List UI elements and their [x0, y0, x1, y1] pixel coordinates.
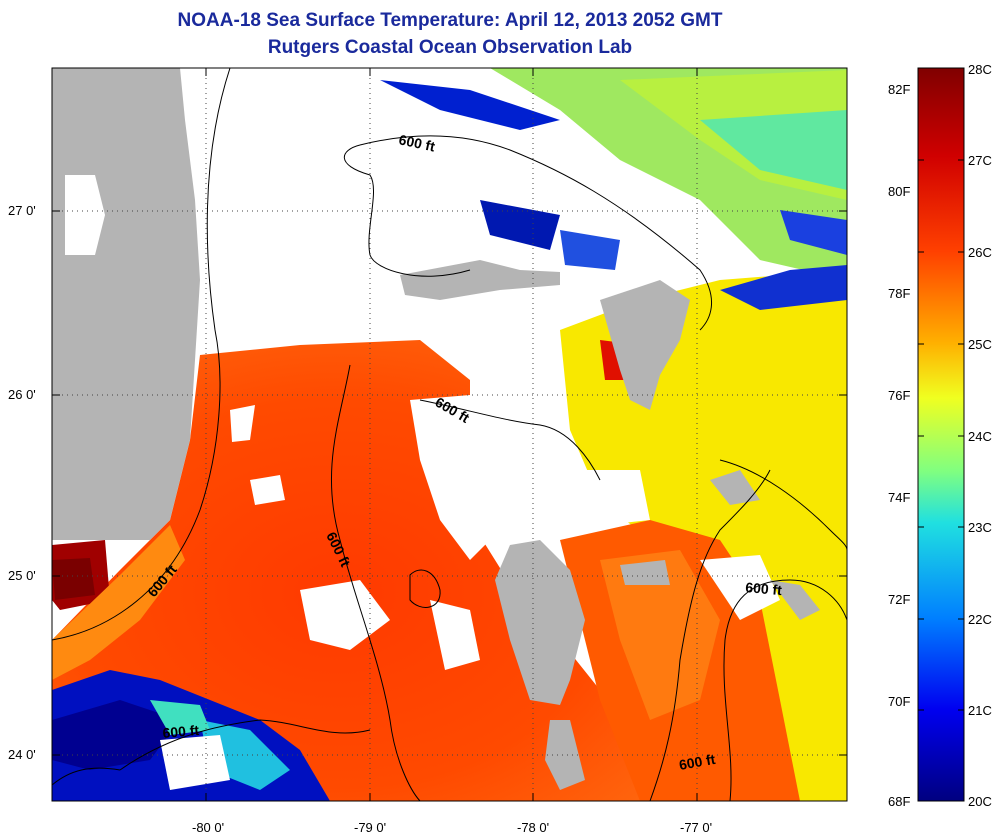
colorbar-ticks: [918, 159, 964, 711]
lat-tick-label: 27 0': [8, 203, 36, 218]
lat-tick-label: 26 0': [8, 387, 36, 402]
contour-label: 600 ft: [162, 722, 200, 741]
map-subtitle: Rutgers Coastal Ocean Observation Lab: [267, 37, 633, 58]
colorbar-fahrenheit-label: 74F: [888, 490, 911, 505]
colorbar-celsius-label: 20C: [968, 794, 992, 809]
contour-labels: 600 ft 600 ft 600 ft 600 ft 600 ft 600 f…: [144, 131, 783, 773]
colorbar-celsius-label: 26C: [968, 245, 992, 260]
colorbar-fahrenheit-label: 76F: [888, 388, 911, 403]
colorbar-celsius-label: 25C: [968, 337, 992, 352]
map-frame: [51, 67, 848, 802]
lat-tick-label: 24 0': [8, 747, 36, 762]
map-title: NOAA-18 Sea Surface Temperature: April 1…: [177, 10, 723, 31]
colorbar-fahrenheit-label: 82F: [888, 82, 911, 97]
colorbar-celsius-label: 21C: [968, 703, 992, 718]
cloud-mask: [140, 395, 780, 790]
colorbar-celsius-label: 22C: [968, 612, 992, 627]
colorbar-fahrenheit-label: 78F: [888, 286, 911, 301]
colorbar-fahrenheit-label: 68F: [888, 794, 911, 809]
colorbar-fahrenheit-label: 80F: [888, 184, 911, 199]
lon-tick-label: -78 0': [517, 820, 550, 835]
axis-ticks: [52, 68, 847, 801]
lon-tick-label: -79 0': [354, 820, 387, 835]
colorbar-fahrenheit-label: 70F: [888, 694, 911, 709]
colorbar-celsius-label: 28C: [968, 62, 992, 77]
lat-tick-label: 25 0': [8, 568, 36, 583]
contour-label: 600 ft: [678, 751, 717, 773]
depth-contours: [52, 68, 847, 801]
land-bahamas: [400, 260, 820, 790]
lon-tick-label: -77 0': [680, 820, 713, 835]
colorbar-celsius-label: 27C: [968, 153, 992, 168]
colorbar-celsius-label: 23C: [968, 520, 992, 535]
contour-label: 600 ft: [745, 579, 783, 598]
colorbar-celsius-label: 24C: [968, 429, 992, 444]
lon-tick-label: -80 0': [192, 820, 225, 835]
colorbar-fahrenheit-label: 72F: [888, 592, 911, 607]
colorbar: [917, 67, 965, 802]
contour-label: 600 ft: [397, 131, 436, 154]
graticule: [52, 68, 847, 801]
land-florida: [52, 68, 200, 540]
